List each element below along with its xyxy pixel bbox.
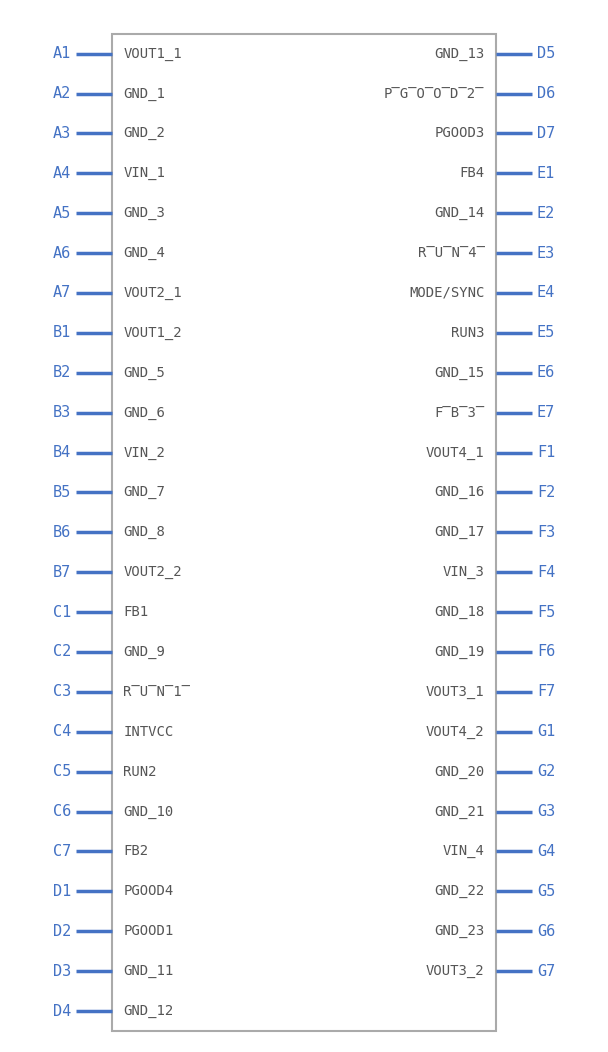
Text: B5: B5 [53, 485, 71, 500]
Text: GND_7: GND_7 [123, 485, 165, 500]
Text: GND_17: GND_17 [434, 525, 485, 540]
Text: E1: E1 [537, 166, 555, 181]
Text: G7: G7 [537, 964, 555, 978]
Text: D2: D2 [53, 924, 71, 938]
Text: D1: D1 [53, 884, 71, 898]
Text: C7: C7 [53, 844, 71, 858]
Text: GND_12: GND_12 [123, 1004, 174, 1018]
Text: GND_21: GND_21 [434, 805, 485, 818]
Text: C5: C5 [53, 764, 71, 780]
Text: F1: F1 [537, 445, 555, 460]
Text: A1: A1 [53, 46, 71, 61]
Text: PGOOD4: PGOOD4 [123, 885, 174, 898]
Text: FB2: FB2 [123, 845, 148, 858]
Text: GND_4: GND_4 [123, 246, 165, 260]
Text: GND_22: GND_22 [434, 885, 485, 898]
Text: FB1: FB1 [123, 605, 148, 619]
Text: GND_1: GND_1 [123, 86, 165, 101]
Text: A5: A5 [53, 206, 71, 221]
Text: F̅B̅3̅: F̅B̅3̅ [434, 406, 485, 420]
Text: VOUT3_1: VOUT3_1 [426, 685, 485, 699]
Text: GND_18: GND_18 [434, 605, 485, 619]
Text: E5: E5 [537, 325, 555, 341]
Text: D3: D3 [53, 964, 71, 978]
Text: A6: A6 [53, 245, 71, 261]
Text: GND_5: GND_5 [123, 366, 165, 380]
Text: F5: F5 [537, 605, 555, 620]
Text: VOUT3_2: VOUT3_2 [426, 964, 485, 978]
Text: G1: G1 [537, 724, 555, 740]
Text: GND_6: GND_6 [123, 406, 165, 420]
Text: VOUT4_1: VOUT4_1 [426, 446, 485, 460]
Text: A2: A2 [53, 86, 71, 101]
Text: VOUT2_2: VOUT2_2 [123, 565, 182, 580]
Text: C2: C2 [53, 645, 71, 660]
Text: B7: B7 [53, 565, 71, 580]
Text: VOUT4_2: VOUT4_2 [426, 725, 485, 739]
Text: G3: G3 [537, 804, 555, 820]
Text: VOUT2_1: VOUT2_1 [123, 286, 182, 300]
Text: G4: G4 [537, 844, 555, 858]
Text: E7: E7 [537, 405, 555, 420]
Text: A7: A7 [53, 285, 71, 301]
Text: P̅G̅O̅O̅D̅2̅: P̅G̅O̅O̅D̅2̅ [384, 86, 485, 101]
Text: RUN2: RUN2 [123, 765, 157, 778]
Text: C3: C3 [53, 685, 71, 700]
Text: GND_16: GND_16 [434, 485, 485, 500]
Text: F6: F6 [537, 645, 555, 660]
Text: A3: A3 [53, 126, 71, 141]
Text: C6: C6 [53, 804, 71, 820]
Text: B6: B6 [53, 525, 71, 540]
Text: GND_8: GND_8 [123, 525, 165, 540]
Bar [112, 34, 496, 1031]
Text: MODE/SYNC: MODE/SYNC [409, 286, 485, 300]
Text: F2: F2 [537, 485, 555, 500]
Text: G5: G5 [537, 884, 555, 898]
Text: C1: C1 [53, 605, 71, 620]
Text: R̅U̅N̅4̅: R̅U̅N̅4̅ [418, 246, 485, 260]
Text: G2: G2 [537, 764, 555, 780]
Text: VIN_1: VIN_1 [123, 166, 165, 180]
Text: GND_3: GND_3 [123, 206, 165, 220]
Text: GND_14: GND_14 [434, 206, 485, 220]
Text: F7: F7 [537, 685, 555, 700]
Text: B2: B2 [53, 365, 71, 380]
Text: D6: D6 [537, 86, 555, 101]
Text: G6: G6 [537, 924, 555, 938]
Text: E2: E2 [537, 206, 555, 221]
Text: PGOOD1: PGOOD1 [123, 925, 174, 938]
Text: RUN3: RUN3 [451, 326, 485, 340]
Text: GND_10: GND_10 [123, 805, 174, 818]
Text: PGOOD3: PGOOD3 [434, 126, 485, 140]
Text: VIN_4: VIN_4 [443, 845, 485, 858]
Text: E6: E6 [537, 365, 555, 380]
Text: D5: D5 [537, 46, 555, 61]
Text: B4: B4 [53, 445, 71, 460]
Text: VOUT1_1: VOUT1_1 [123, 46, 182, 61]
Text: A4: A4 [53, 166, 71, 181]
Text: F3: F3 [537, 525, 555, 540]
Text: GND_13: GND_13 [434, 46, 485, 61]
Text: VOUT1_2: VOUT1_2 [123, 326, 182, 340]
Text: E4: E4 [537, 285, 555, 301]
Text: E3: E3 [537, 245, 555, 261]
Text: VIN_3: VIN_3 [443, 565, 485, 580]
Text: D4: D4 [53, 1004, 71, 1018]
Text: INTVCC: INTVCC [123, 725, 174, 739]
Text: B1: B1 [53, 325, 71, 341]
Text: GND_15: GND_15 [434, 366, 485, 380]
Text: B3: B3 [53, 405, 71, 420]
Text: VIN_2: VIN_2 [123, 446, 165, 460]
Text: F4: F4 [537, 565, 555, 580]
Text: R̅U̅N̅1̅: R̅U̅N̅1̅ [123, 685, 190, 699]
Text: GND_9: GND_9 [123, 645, 165, 659]
Text: D7: D7 [537, 126, 555, 141]
Text: GND_2: GND_2 [123, 126, 165, 140]
Text: GND_11: GND_11 [123, 964, 174, 978]
Text: C4: C4 [53, 724, 71, 740]
Text: GND_23: GND_23 [434, 925, 485, 938]
Text: GND_19: GND_19 [434, 645, 485, 659]
Text: GND_20: GND_20 [434, 765, 485, 778]
Text: FB4: FB4 [460, 166, 485, 180]
